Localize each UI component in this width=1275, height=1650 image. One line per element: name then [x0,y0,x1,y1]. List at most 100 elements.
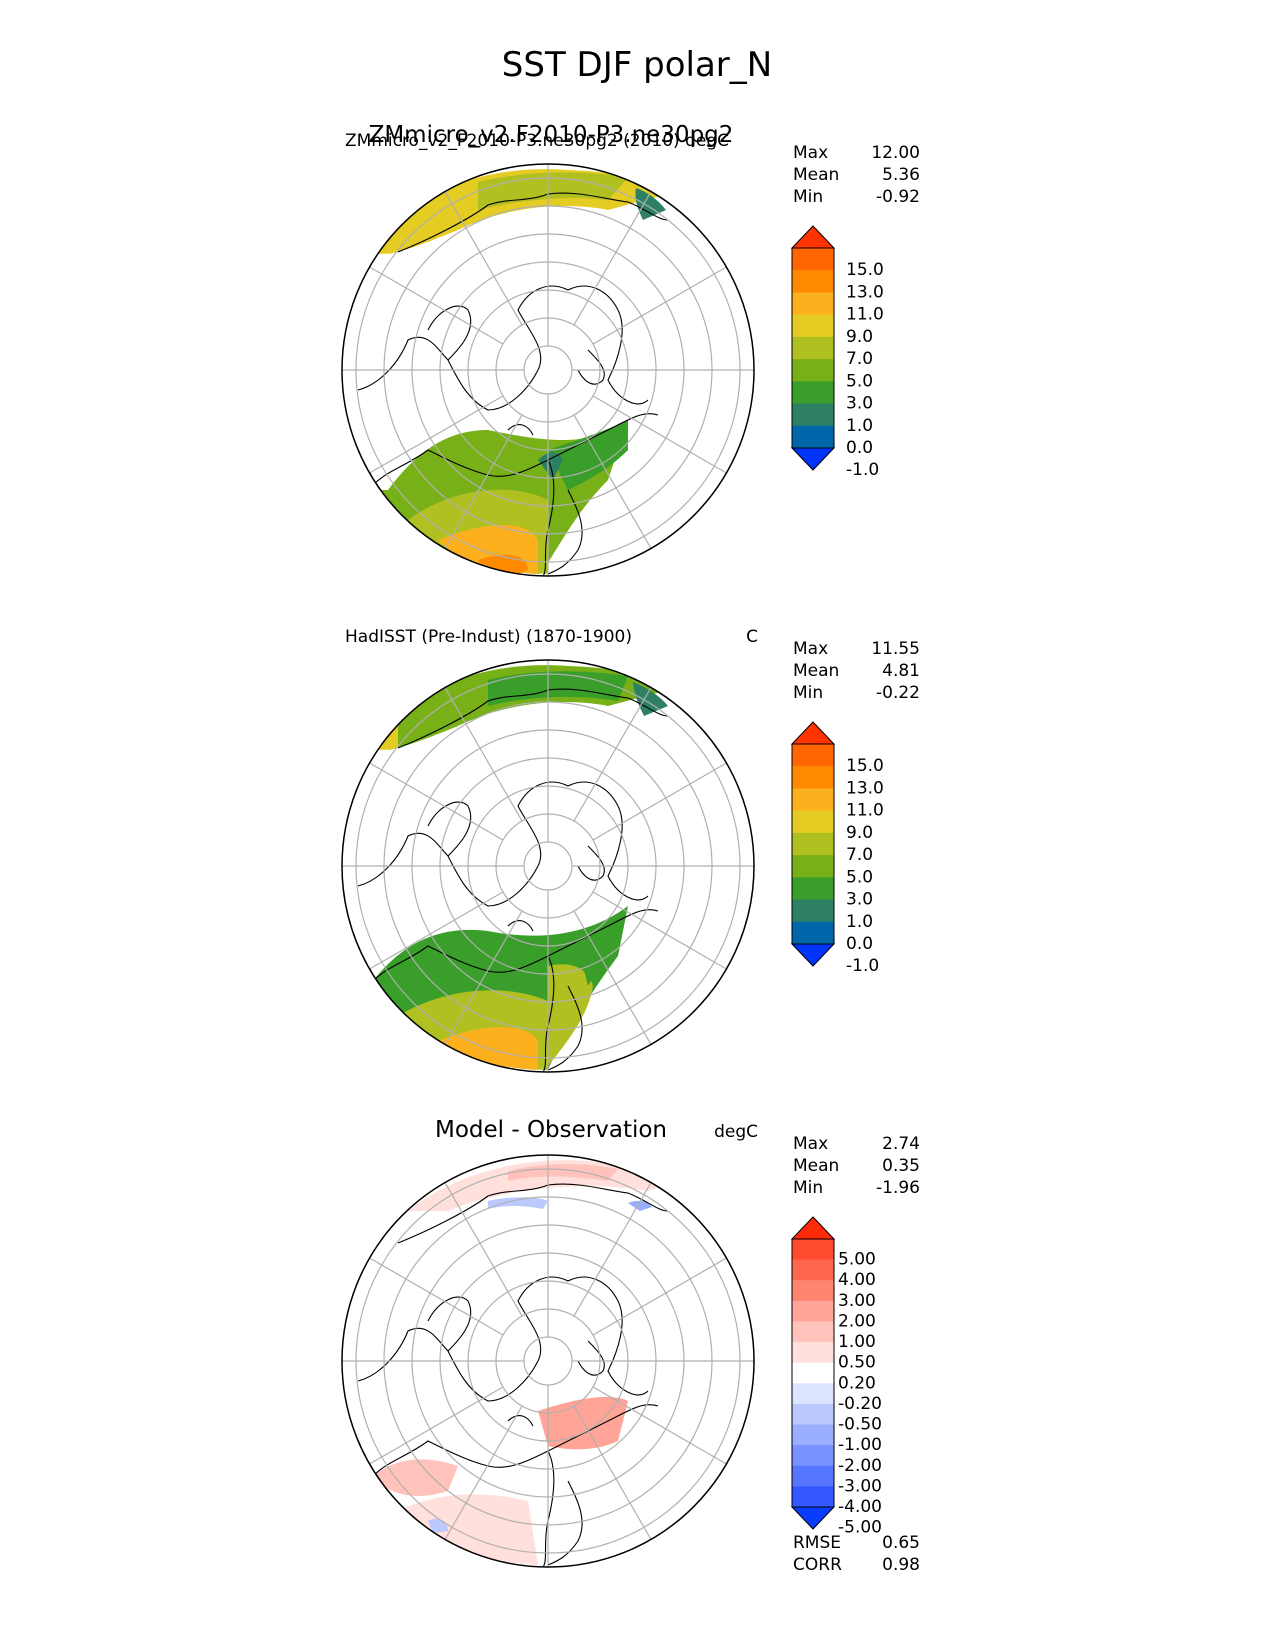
colorbar-extend-min [790,1506,836,1530]
coastline [427,801,472,857]
coastline [547,1404,659,1452]
map-border [341,1154,755,1568]
colorbar-tick-label: -0.20 [838,1394,882,1414]
meridian-line [444,414,523,549]
colorbar-segment [792,921,834,945]
colorbar-tick-label: 9.0 [846,327,873,347]
colorbar-segment [792,1486,834,1508]
colorbar-tick-label: -2.00 [838,1456,882,1476]
colorbar-tick-label: 0.20 [838,1373,876,1393]
colorbar-segment [792,359,834,382]
colorbar-segment [792,1403,834,1426]
panel-units: degC [714,1122,758,1142]
colorbar-extend-min [790,943,836,967]
field-contour [350,209,398,254]
colorbar-tick-label: -1.00 [838,1435,882,1455]
panel-title: ZMmicro_v2_F2010-P3.ne30pg2 (2010) degC [345,131,729,151]
colorbar-0: 15.013.0 11.09.07.05.0 3.01.00.0-1.0 [790,225,884,480]
colorbar-tick-label: 2.00 [838,1311,876,1331]
latitude-circle [523,345,573,395]
colorbar-tick-label: 0.0 [846,934,873,954]
field-contour [538,1396,628,1450]
stat-label: Min [793,683,823,703]
field-contour [508,1164,618,1181]
field-contour [428,1519,448,1533]
field-contour [635,188,666,220]
colorbar-segment [792,1300,834,1322]
panel-title: Model - Observation [435,1117,667,1143]
stat-value: -1.96 [876,1178,920,1198]
stat-value: 2.74 [882,1134,920,1154]
colorbar-extend-min [790,447,836,471]
colorbar-extend-max [790,721,836,745]
coastline [547,1480,583,1566]
colorbar-tick-label: 7.0 [846,845,873,865]
colorbar-frame [791,743,835,945]
meridian-line [369,891,504,970]
colorbar-tick-label: 11.0 [846,801,884,821]
meridian-line [573,414,652,549]
coastline [547,985,583,1071]
meridian-line [444,1405,523,1540]
coastline [357,1276,649,1402]
map-border [341,163,755,577]
coastline [547,909,659,957]
colorbar-segment [792,1362,834,1384]
coastline [507,424,534,436]
meridian-line [592,266,727,345]
stat-label: Min [793,1178,823,1198]
latitude-circle [523,841,573,891]
stat-label: Max [793,639,828,659]
colorbar-segment [792,381,834,405]
coastline [507,1415,534,1427]
colorbar-tick-label: 0.0 [846,438,873,458]
stat-value: 4.81 [882,661,920,681]
stat-label: Max [793,1134,828,1154]
meridian-line [369,1386,504,1465]
colorbar-segment [792,403,834,427]
meridian-line [592,762,727,841]
metric-label: RMSE [793,1533,841,1553]
panel-text-2: Model - Observation degC Max 2.74 Mean 0.35 Mi… [435,1117,920,1575]
field-contour [488,1197,548,1209]
colorbar-tick-label: 1.0 [846,416,873,436]
stat-value: 12.00 [871,143,920,163]
colorbar-segment [792,314,834,338]
colorbar-tick-label: 5.0 [846,371,873,391]
colorbar-segment [792,1445,834,1467]
colorbar-segment [792,1321,834,1343]
colorbar-extend-max [790,225,836,249]
meridian-line [592,1386,727,1465]
panel-text-1: HadISST (Pre-Indust) (1870-1900) C Max 11.5… [345,627,920,703]
colorbar-tick-label: -1.0 [846,956,879,976]
figure-title: SST DJF polar_N [502,45,772,85]
coastline [547,413,659,461]
meridian-line [592,891,727,970]
coastline [357,781,649,907]
colorbar-2: 5.004.003.002.001.000.500.20-0.20-0.50-1… [790,1216,882,1538]
field-contour [373,1459,458,1496]
coastline [577,349,605,385]
metric-label: CORR [793,1555,842,1575]
field-contour [548,420,628,490]
stat-label: Mean [793,1156,839,1176]
stat-value: 5.36 [882,165,920,185]
colorbar-segment [792,1342,834,1364]
colorbar-segment [792,336,834,360]
coastline [547,489,583,575]
colorbar-segment [792,248,834,271]
panel-title: HadISST (Pre-Indust) (1870-1900) [345,627,632,647]
colorbar-segment [792,1280,834,1302]
colorbar-tick-label: 13.0 [846,778,884,798]
stat-label: Mean [793,661,839,681]
coastline [507,920,534,932]
panel-units: C [746,627,758,647]
colorbar-segment [792,1383,834,1405]
colorbar-tick-label: 7.0 [846,349,873,369]
colorbar-segment [792,292,834,316]
field-contour [350,705,398,750]
meridian-line [369,1257,504,1336]
panels-group: 15.013.011.09.07.05.03.01.00.0-1.015.013… [341,122,920,1575]
meridian-line [444,1182,523,1317]
colorbar-tick-label: 11.0 [846,305,884,325]
